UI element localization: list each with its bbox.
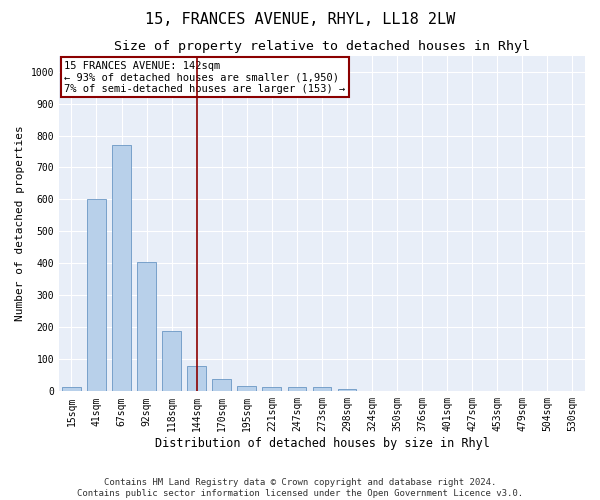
Bar — [162, 330, 181, 392]
Text: Contains HM Land Registry data © Crown copyright and database right 2024.
Contai: Contains HM Land Registry data © Crown c… — [77, 478, 523, 498]
Y-axis label: Number of detached properties: Number of detached properties — [15, 126, 25, 322]
Bar — [262, 386, 281, 392]
Bar — [287, 388, 307, 392]
Bar — [137, 262, 156, 392]
Bar — [313, 386, 331, 392]
Bar — [187, 366, 206, 392]
Bar — [338, 389, 356, 392]
Bar — [62, 386, 81, 392]
Bar — [112, 145, 131, 392]
Title: Size of property relative to detached houses in Rhyl: Size of property relative to detached ho… — [114, 40, 530, 53]
Bar — [238, 386, 256, 392]
Text: 15 FRANCES AVENUE: 142sqm
← 93% of detached houses are smaller (1,950)
7% of sem: 15 FRANCES AVENUE: 142sqm ← 93% of detac… — [64, 60, 346, 94]
Text: 15, FRANCES AVENUE, RHYL, LL18 2LW: 15, FRANCES AVENUE, RHYL, LL18 2LW — [145, 12, 455, 28]
Bar — [212, 378, 231, 392]
Bar — [87, 200, 106, 392]
X-axis label: Distribution of detached houses by size in Rhyl: Distribution of detached houses by size … — [155, 437, 490, 450]
